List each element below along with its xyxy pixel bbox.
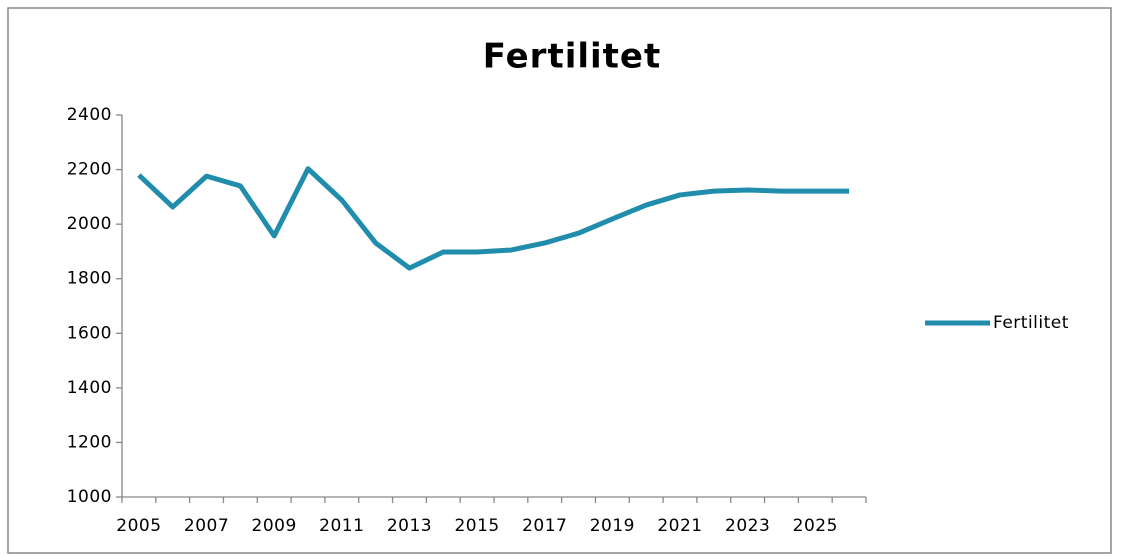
y-tick-label: 1400 [67,378,112,398]
chart-title: Fertilitet [483,37,661,77]
x-tick-label: 2023 [725,516,770,536]
chart-frame [7,7,1112,554]
y-tick-label: 1000 [67,487,112,507]
y-tick-label: 1200 [67,432,112,452]
y-tick-label: 2000 [67,214,112,234]
y-tick-label: 1600 [67,323,112,343]
legend-label: Fertilitet [993,313,1069,333]
y-tick-label: 2200 [67,160,112,180]
data-line [137,166,850,271]
x-tick-label: 2019 [590,516,635,536]
x-tick-label: 2005 [116,516,161,536]
x-tick-label: 2007 [184,516,229,536]
y-tick-label: 2400 [67,105,112,125]
x-tick-label: 2009 [252,516,297,536]
x-tick-label: 2017 [522,516,567,536]
x-tick-label: 2021 [657,516,702,536]
x-tick-label: 2011 [319,516,364,536]
x-tick-label: 2015 [454,516,499,536]
y-tick-label: 1800 [67,269,112,289]
x-tick-label: 2013 [387,516,432,536]
x-tick-label: 2025 [793,516,838,536]
